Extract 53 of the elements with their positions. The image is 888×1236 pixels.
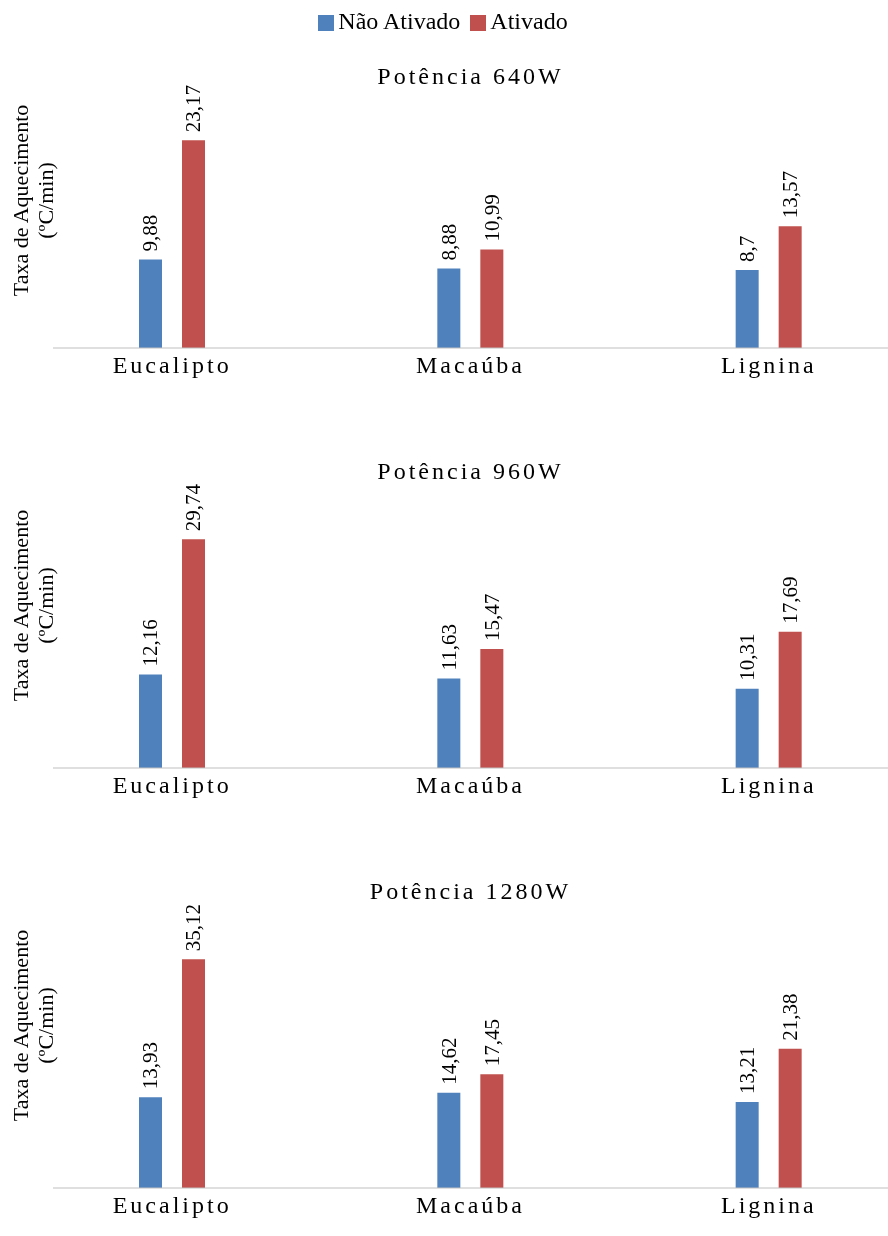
data-label: 15,47 (479, 593, 504, 641)
bar (778, 226, 802, 348)
data-label: 8,7 (735, 235, 760, 262)
bar (139, 259, 162, 348)
data-label: 13,21 (735, 1046, 760, 1094)
data-label: 9,88 (138, 214, 163, 252)
bar (437, 678, 461, 768)
bar (480, 1074, 504, 1188)
x-tick-label: Macaúba (416, 772, 525, 799)
x-tick-label: Eucalipto (112, 352, 232, 379)
chart-title: Potência 640W (377, 63, 564, 89)
bar (139, 1097, 162, 1188)
chart-title: Potência 1280W (368, 878, 573, 905)
data-label: 12,16 (138, 619, 163, 667)
bar (480, 249, 504, 348)
bar (182, 140, 205, 348)
bar (735, 269, 759, 348)
bar (735, 688, 759, 768)
x-tick-label: Lignina (721, 1192, 817, 1219)
x-tick-label: Macaúba (416, 352, 525, 379)
y-axis-title: Taxa de Aquecimento (ºC/min) (8, 509, 58, 702)
data-label: 17,45 (479, 1019, 504, 1067)
data-label: 14,62 (436, 1037, 461, 1085)
data-label: 21,38 (778, 993, 803, 1041)
data-label: 13,93 (138, 1041, 163, 1090)
data-label: 10,99 (479, 194, 504, 242)
bar (182, 539, 205, 768)
x-tick-label: Macaúba (416, 1192, 525, 1219)
data-label: 17,69 (778, 576, 803, 624)
bar (139, 674, 162, 768)
data-label: 23,17 (181, 85, 206, 133)
y-axis-title: Taxa de Aquecimento (ºC/min) (8, 104, 58, 297)
legend-label: Não Ativado (338, 8, 461, 34)
x-tick-label: Lignina (721, 352, 817, 379)
y-axis-title: Taxa de Aquecimento (ºC/min) (8, 929, 58, 1122)
x-tick-label: Lignina (721, 772, 817, 799)
data-label: 11,63 (436, 624, 461, 671)
data-label: 35,12 (181, 903, 206, 952)
data-label: 13,57 (778, 171, 803, 219)
legend-label: Ativado (490, 8, 568, 34)
bar (480, 648, 504, 768)
bar (437, 1092, 461, 1188)
data-label: 8,88 (436, 223, 461, 261)
data-label: 29,74 (181, 483, 206, 532)
x-tick-label: Eucalipto (112, 1192, 232, 1219)
bar (437, 268, 461, 348)
bar (778, 1048, 802, 1188)
bar (735, 1101, 759, 1188)
x-tick-label: Eucalipto (112, 772, 232, 799)
bar (182, 959, 205, 1188)
data-label: 10,31 (735, 633, 760, 681)
bar (778, 631, 802, 768)
chart-title: Potência 960W (376, 458, 565, 485)
